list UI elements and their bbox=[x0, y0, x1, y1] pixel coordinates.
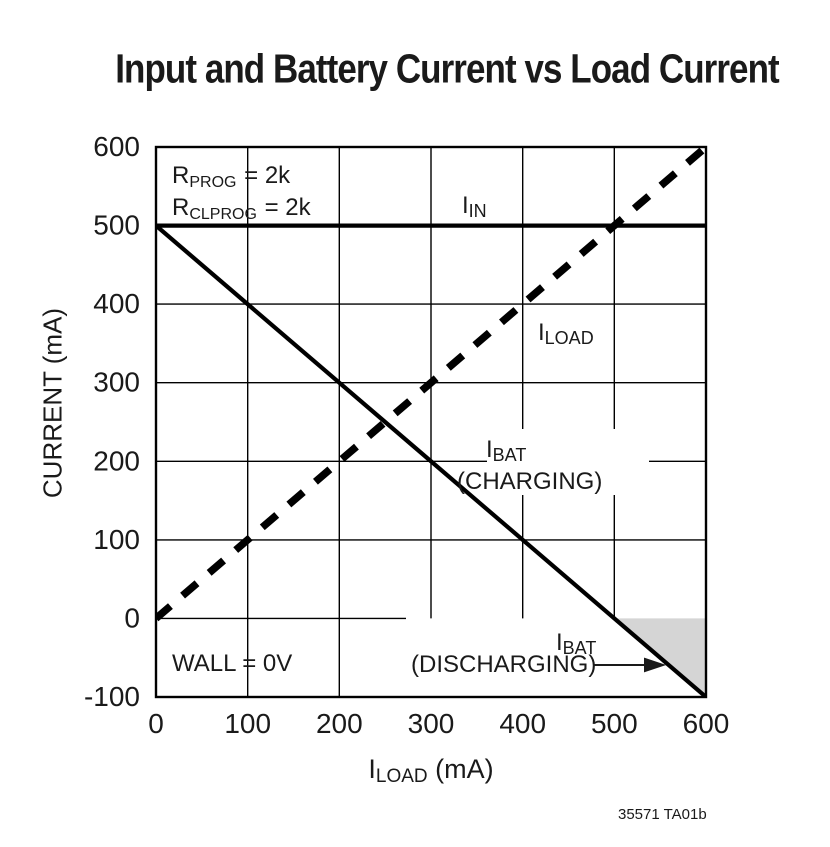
svg-text:WALL = 0V: WALL = 0V bbox=[172, 650, 292, 677]
svg-text:ILOAD (mA): ILOAD (mA) bbox=[368, 754, 493, 787]
svg-text:RCLPROG = 2k: RCLPROG = 2k bbox=[172, 194, 312, 223]
svg-text:100: 100 bbox=[224, 708, 271, 739]
svg-text:500: 500 bbox=[93, 210, 140, 241]
svg-text:600: 600 bbox=[93, 131, 140, 162]
svg-text:200: 200 bbox=[316, 708, 363, 739]
svg-text:100: 100 bbox=[93, 524, 140, 555]
svg-text:300: 300 bbox=[93, 367, 140, 398]
svg-text:200: 200 bbox=[93, 445, 140, 476]
svg-text:300: 300 bbox=[408, 708, 455, 739]
svg-text:0: 0 bbox=[124, 602, 140, 633]
svg-text:600: 600 bbox=[683, 708, 730, 739]
svg-text:(CHARGING): (CHARGING) bbox=[457, 468, 602, 495]
svg-text:RPROG = 2k: RPROG = 2k bbox=[172, 162, 291, 191]
svg-text:ILOAD: ILOAD bbox=[538, 319, 594, 348]
svg-text:0: 0 bbox=[148, 708, 164, 739]
svg-text:IBAT: IBAT bbox=[486, 436, 526, 465]
svg-text:400: 400 bbox=[93, 288, 140, 319]
svg-text:-100: -100 bbox=[84, 681, 140, 712]
svg-text:400: 400 bbox=[499, 708, 546, 739]
svg-text:500: 500 bbox=[591, 708, 638, 739]
svg-text:IIN: IIN bbox=[462, 192, 487, 221]
svg-text:(DISCHARGING): (DISCHARGING) bbox=[411, 651, 596, 678]
